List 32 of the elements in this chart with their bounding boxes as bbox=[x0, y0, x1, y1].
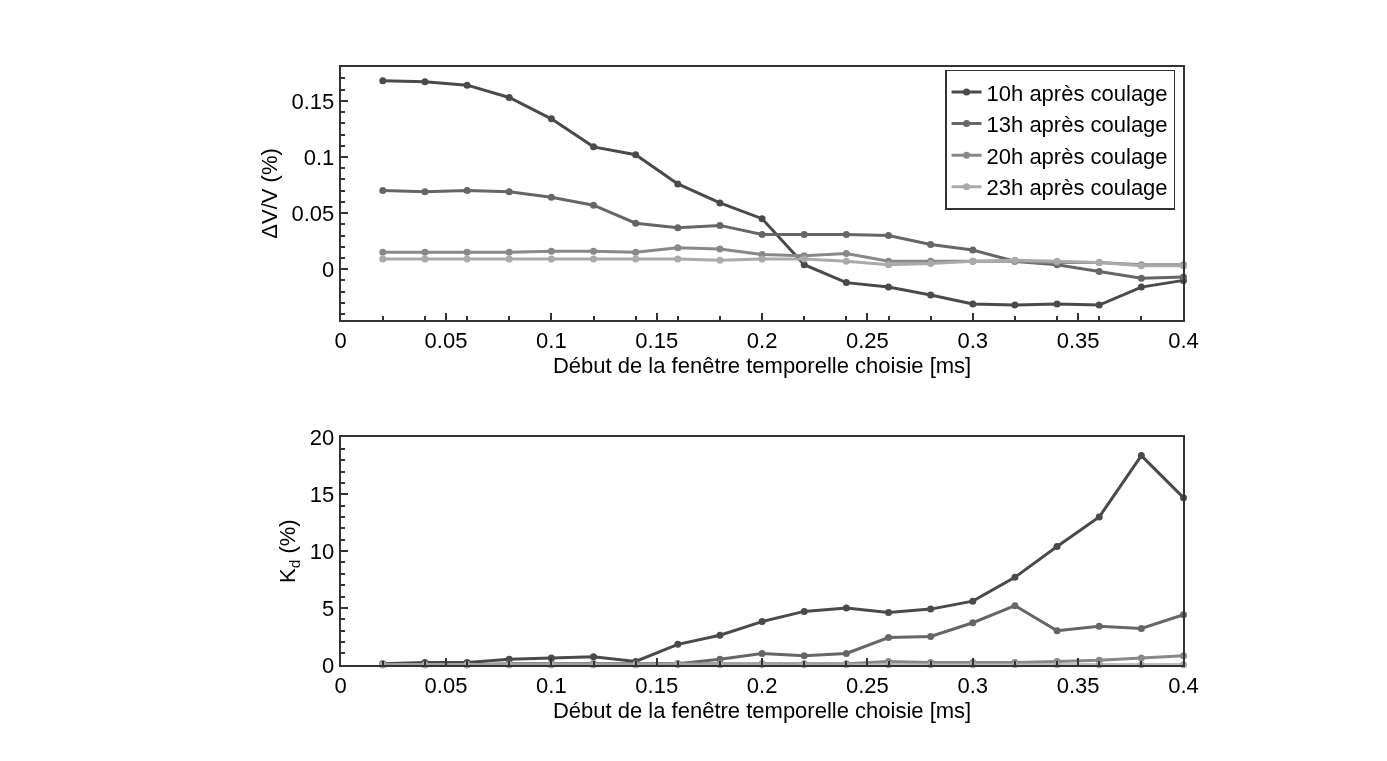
x-tick-label: 0.25 bbox=[846, 673, 889, 699]
x-tick-label: 0.15 bbox=[635, 328, 679, 354]
y-tick-label: 0.15 bbox=[291, 88, 335, 114]
x-tick-label: 0.1 bbox=[536, 673, 567, 699]
legend-label: 10h après coulage bbox=[986, 80, 1168, 106]
x-tick-label: 0.05 bbox=[424, 673, 468, 699]
y-tick-label: 20 bbox=[309, 425, 335, 451]
x-tick-label: 0.35 bbox=[1056, 673, 1100, 699]
x-tick-label: 0.15 bbox=[635, 673, 679, 699]
y-tick-label: 0 bbox=[322, 256, 335, 282]
y-tick-label: 15 bbox=[309, 481, 335, 507]
legend-label: 20h après coulage bbox=[986, 143, 1168, 169]
legend-label: 13h après coulage bbox=[986, 112, 1168, 138]
x-tick-label: 0.4 bbox=[1168, 328, 1199, 354]
x-tick-label: 0.2 bbox=[746, 328, 778, 354]
y-tick-label: 10 bbox=[309, 538, 335, 564]
y-tick-label: 0.05 bbox=[291, 200, 335, 226]
x-axis-title: Début de la fenêtre temporelle choisie [ms] bbox=[552, 698, 972, 724]
x-tick-label: 0.1 bbox=[536, 328, 567, 354]
legend-label: 23h après coulage bbox=[986, 175, 1168, 201]
x-tick-label: 0.3 bbox=[957, 673, 989, 699]
y-axis-title: ΔV/V (%) bbox=[256, 148, 282, 239]
x-tick-label: 0.25 bbox=[846, 328, 889, 354]
x-tick-label: 0.05 bbox=[424, 328, 468, 354]
y-tick-label: 0 bbox=[322, 652, 335, 678]
y-tick-label: 5 bbox=[322, 595, 335, 621]
x-tick-label: 0.4 bbox=[1168, 673, 1199, 699]
x-axis-title: Début de la fenêtre temporelle choisie [ms] bbox=[552, 353, 972, 379]
x-tick-label: 0.2 bbox=[746, 673, 778, 699]
y-tick-label: 0.1 bbox=[303, 144, 335, 170]
x-tick-label: 0.35 bbox=[1056, 328, 1100, 354]
x-tick-label: 0.3 bbox=[957, 328, 989, 354]
